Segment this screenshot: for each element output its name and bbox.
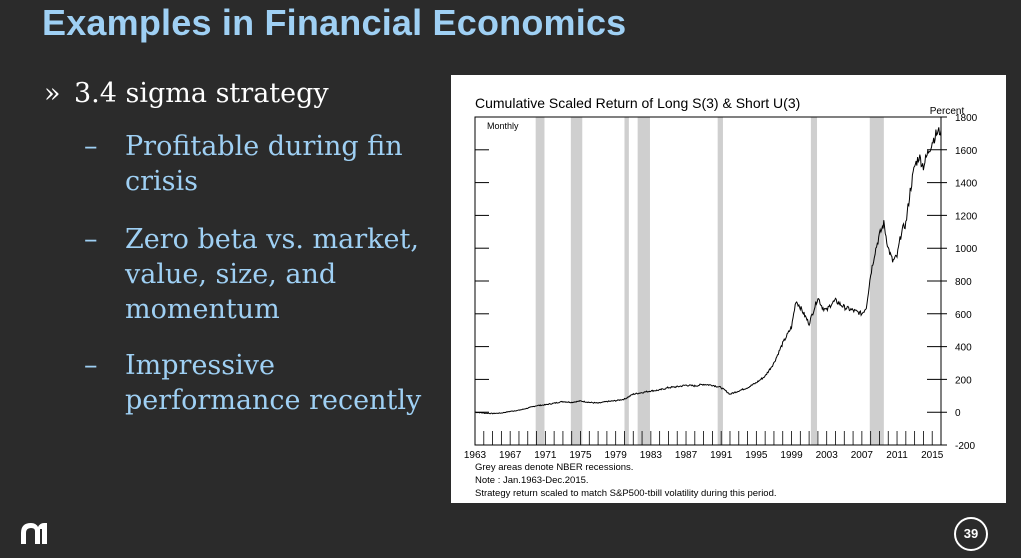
recession-band — [535, 117, 545, 445]
x-tick-label: 1979 — [605, 450, 628, 461]
chart-note: Note : Jan.1963-Dec.2015. — [475, 475, 589, 486]
sub-bullet-marker: – — [84, 131, 98, 162]
x-tick-label: 1967 — [499, 450, 522, 461]
x-tick-label: 1963 — [464, 450, 487, 461]
recession-band — [637, 117, 650, 445]
aa-logo-icon — [21, 523, 47, 544]
bullet-marker: » — [44, 78, 61, 109]
y-tick-label: 1800 — [955, 113, 978, 124]
x-tick-label: 2003 — [816, 450, 839, 461]
sub-bullet-marker: – — [84, 224, 98, 255]
y-tick-label: -200 — [955, 441, 975, 452]
series-line — [475, 127, 942, 415]
chart-note: Strategy return scaled to match S&P500-t… — [475, 488, 777, 499]
sub-bullet-text: Zero beta vs. market, value, size, and m… — [125, 224, 419, 325]
y-tick-label: 1600 — [955, 146, 978, 157]
recession-band — [570, 117, 583, 445]
main-bullet: » 3.4 sigma strategy — [44, 78, 329, 109]
recession-band — [624, 117, 629, 445]
main-bullet-text: 3.4 sigma strategy — [74, 78, 329, 109]
y-tick-label: 1400 — [955, 179, 978, 190]
x-tick-label: 1991 — [710, 450, 733, 461]
x-tick-label: 1971 — [534, 450, 557, 461]
y-tick-label: 600 — [955, 310, 972, 321]
x-tick-label: 2015 — [921, 450, 944, 461]
slide-title: Examples in Financial Economics — [42, 2, 627, 43]
page-number: 39 — [954, 517, 988, 551]
chart-title: Cumulative Scaled Return of Long S(3) & … — [475, 95, 800, 111]
y-axis-label: Percent — [930, 106, 965, 117]
y-tick-label: 200 — [955, 375, 972, 386]
y-tick-label: 1200 — [955, 211, 978, 222]
chart-note: Grey areas denote NBER recessions. — [475, 462, 633, 473]
frequency-label: Monthly — [487, 121, 519, 131]
recession-band — [810, 117, 818, 445]
x-tick-label: 1983 — [640, 450, 663, 461]
recession-band — [869, 117, 884, 445]
x-tick-label: 1999 — [780, 450, 803, 461]
y-tick-label: 1000 — [955, 244, 978, 255]
chart-svg: 1800 1600 1400 1200 1000 800 600 400 200 0 -200 196… — [464, 95, 978, 499]
sub-bullet-marker: – — [84, 350, 98, 381]
x-tick-label: 1987 — [675, 450, 698, 461]
x-tick-label: 2011 — [886, 450, 908, 461]
y-tick-label: 400 — [955, 343, 972, 354]
y-tick-label: 0 — [955, 408, 961, 419]
recession-band — [717, 117, 723, 445]
sub-bullet-text: Impressive performance recently — [125, 350, 422, 416]
y-tick-label: 800 — [955, 277, 972, 288]
x-tick-label: 2007 — [851, 450, 874, 461]
x-tick-label: 1995 — [745, 450, 768, 461]
sub-bullet-text: Profitable during fin crisis — [125, 131, 403, 197]
chart-panel: 1800 1600 1400 1200 1000 800 600 400 200 0 -200 196… — [451, 75, 1006, 503]
x-tick-label: 1975 — [569, 450, 592, 461]
